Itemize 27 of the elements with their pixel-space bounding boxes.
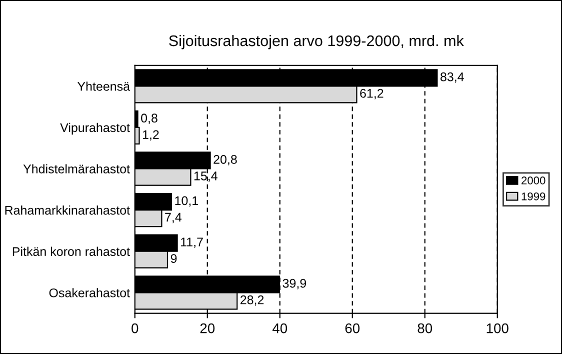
data-label: 83,4 bbox=[440, 72, 464, 83]
data-label: 11,7 bbox=[181, 238, 203, 248]
y-tick-label: Osakerahastot bbox=[49, 288, 130, 298]
y-tick-label: Rahamarkkinarahastot bbox=[5, 206, 130, 215]
x-tick-label: 100 bbox=[486, 323, 508, 334]
data-label: 9 bbox=[170, 254, 177, 263]
data-label: 1,2 bbox=[142, 130, 159, 141]
x-tick-label: 0 bbox=[132, 323, 138, 334]
y-tick-label: Yhdistelmärahastot bbox=[23, 164, 130, 174]
y-tick-label: Yhteensä bbox=[77, 82, 130, 91]
data-label: 10,1 bbox=[175, 196, 198, 207]
chart-title: Sijoitusrahastojen arvo 1999-2000, mrd. mk bbox=[169, 34, 464, 50]
y-tick-label: Vipurahastot bbox=[60, 122, 130, 135]
x-tick-label: 40 bbox=[272, 323, 288, 334]
data-label: 15,4 bbox=[194, 172, 218, 182]
x-tick-label: 20 bbox=[200, 323, 215, 334]
legend-label: 1999 bbox=[522, 192, 546, 200]
legend-label: 2000 bbox=[522, 176, 546, 184]
data-label: 20,8 bbox=[214, 154, 237, 166]
data-label: 39,9 bbox=[282, 278, 306, 290]
data-label: 0,8 bbox=[141, 114, 158, 124]
data-label: 61,2 bbox=[360, 88, 384, 100]
y-tick-label: Pitkän koron rahastot bbox=[12, 246, 130, 256]
data-label: 28,2 bbox=[240, 295, 264, 306]
x-tick-label: 60 bbox=[345, 323, 360, 334]
data-label: 7,4 bbox=[165, 212, 182, 224]
x-tick-label: 80 bbox=[418, 323, 432, 334]
